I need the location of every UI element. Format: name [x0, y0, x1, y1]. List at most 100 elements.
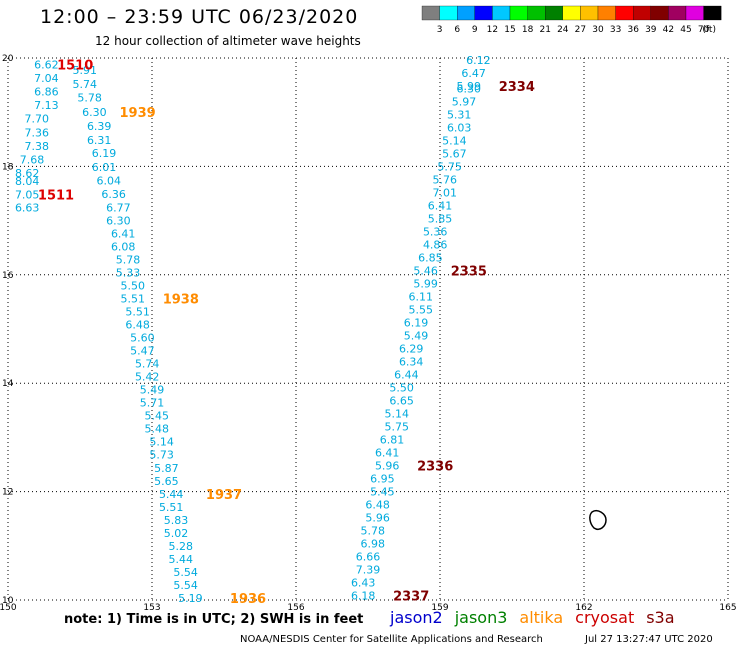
wave-height-label: 8.04: [15, 175, 40, 188]
wave-height-label: 6.63: [15, 202, 40, 215]
y-tick-label: 12: [2, 488, 13, 498]
wave-height-label: 5.14: [149, 436, 174, 449]
wave-height-label: 5.99: [457, 80, 482, 93]
x-tick-label: 165: [719, 603, 736, 613]
wave-height-label: 6.03: [447, 121, 472, 134]
wave-height-label: 5.14: [385, 408, 410, 421]
wave-height-label: 6.98: [361, 538, 386, 551]
wave-height-label: 6.12: [466, 54, 491, 67]
wave-height-label: 5.49: [404, 330, 429, 343]
grid: [7, 57, 729, 601]
wave-height-label: 5.74: [135, 358, 160, 371]
colorbar: 3 6 9 12 15 18 21 24 27 30 33 36 39 42 45 70(ft): [421, 5, 722, 35]
wave-height-label: 5.54: [173, 579, 198, 592]
wave-height-label: 7.05: [15, 189, 40, 202]
wave-height-label: 6.66: [356, 551, 381, 564]
wave-height-label: 6.41: [111, 228, 136, 241]
wave-height-label: 5.49: [140, 384, 165, 397]
colorbar-swatch: [421, 5, 440, 21]
legend-entry: jason3: [454, 608, 508, 627]
wave-height-label: 5.76: [433, 173, 458, 186]
colorbar-swatch: [492, 5, 511, 21]
legend-entry: altika: [519, 608, 564, 627]
wave-height-label: 5.47: [130, 345, 155, 358]
wave-height-label: 6.19: [92, 147, 117, 160]
wave-height-label: 6.29: [399, 343, 424, 356]
wave-height-label: 6.04: [97, 174, 122, 187]
wave-height-label: 5.36: [423, 225, 448, 238]
wave-height-label: 5.45: [370, 486, 395, 499]
wave-height-label: 5.60: [130, 332, 155, 345]
wave-height-label: 5.78: [116, 254, 141, 267]
wave-height-label: 5.46: [413, 264, 438, 277]
colorbar-tick-label: 3: [437, 25, 443, 35]
wave-height-label: 5.99: [413, 277, 438, 290]
wave-height-label: 6.18: [351, 590, 376, 603]
wave-height-label: 5.45: [145, 410, 170, 423]
colorbar-swatch: [650, 5, 669, 21]
legend: jason2 jason3 altika cryosat s3a: [390, 608, 687, 627]
x-tick-label: 162: [575, 603, 592, 613]
colorbar-swatch: [439, 5, 458, 21]
wave-height-label: 5.51: [159, 501, 184, 514]
wave-height-label: 6.48: [365, 499, 390, 512]
wave-height-label: 5.19: [178, 592, 203, 605]
x-tick-label: 150: [0, 603, 17, 613]
wave-height-label: 5.83: [164, 514, 189, 527]
colorbar-swatch: [597, 5, 616, 21]
data-marks: 6.62 5.91 7.04 5.74 6.86 5.78 7.13 6.30 7.70 6.39…: [15, 54, 535, 607]
colorbar-tick-label: 45: [680, 25, 691, 35]
wave-height-label: 5.55: [409, 303, 434, 316]
wave-height-label: 7.38: [25, 140, 50, 153]
y-tick-label: 14: [2, 379, 14, 389]
wave-height-label: 5.65: [154, 475, 179, 488]
wave-height-label: 6.31: [87, 134, 112, 147]
time-label: 1939: [120, 106, 156, 121]
axis-ticks: 150 153 156 159 162 165 10 12 14 16 18 20: [0, 54, 737, 613]
wave-height-label: 5.73: [149, 449, 174, 462]
wave-height-label: 5.78: [77, 92, 102, 105]
island-outline: [589, 509, 607, 531]
time-label: 1938: [163, 293, 199, 308]
wave-height-label: 6.34: [399, 356, 424, 369]
wave-height-label: 5.75: [385, 421, 410, 434]
wave-height-label: 5.42: [135, 371, 160, 384]
legend-entry: jason2: [390, 608, 443, 627]
wave-height-label: 5.78: [361, 525, 386, 538]
wave-height-label: 6.30: [457, 82, 482, 95]
colorbar-swatch: [457, 5, 475, 21]
wave-height-label: 5.48: [145, 423, 170, 436]
wave-height-label: 5.51: [125, 306, 150, 319]
wave-height-label: 5.71: [140, 397, 165, 410]
wave-height-label: 5.44: [169, 553, 194, 566]
colorbar-swatch: [509, 5, 528, 21]
wave-height-label: 6.39: [87, 120, 112, 133]
wave-height-label: 6.36: [101, 188, 126, 201]
wave-height-label: 6.30: [106, 215, 131, 228]
wave-height-label: 5.74: [73, 78, 98, 91]
wave-height-label: 6.41: [428, 199, 453, 212]
colorbar-swatch: [633, 5, 651, 21]
wave-height-label: 5.54: [173, 566, 198, 579]
time-label: 2335: [451, 264, 487, 279]
wave-height-label: 6.81: [380, 434, 405, 447]
y-tick-label: 16: [2, 271, 14, 281]
colorbar-tick-label: 9: [472, 25, 478, 35]
wave-height-label: 6.47: [461, 67, 486, 80]
wave-height-label: 6.62: [34, 59, 59, 72]
wave-height-label: 6.08: [111, 241, 136, 254]
x-tick-label: 156: [287, 603, 304, 613]
colorbar-tick-label: 39: [645, 25, 657, 35]
wave-height-label: 5.50: [121, 280, 146, 293]
colorbar-tick-label: 70: [698, 25, 710, 35]
colorbar-tick-label: 42: [663, 25, 674, 35]
wave-height-label: 7.01: [433, 186, 458, 199]
footer-note: note: 1) Time is in UTC; 2) SWH is in fe…: [64, 612, 364, 627]
time-label: 2337: [393, 590, 429, 605]
time-label: 1937: [206, 488, 242, 503]
wave-height-label: 5.33: [116, 267, 141, 280]
colorbar-tick-label: 33: [610, 25, 621, 35]
wave-height-label: 7.36: [25, 126, 50, 139]
time-label: 2334: [499, 80, 535, 95]
wave-height-label: 5.87: [154, 462, 179, 475]
